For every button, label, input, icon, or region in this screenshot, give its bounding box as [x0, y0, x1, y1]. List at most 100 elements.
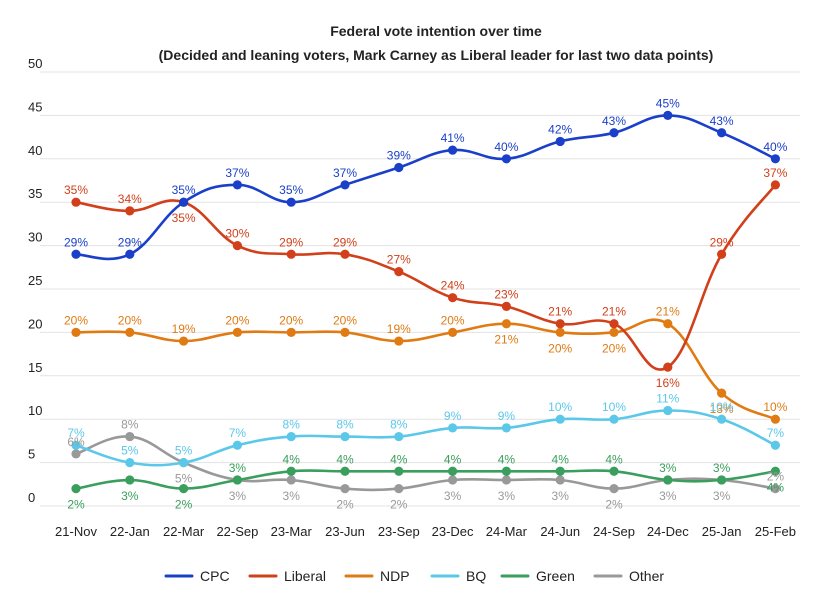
data-point-other — [286, 475, 296, 485]
y-tick-label: 5 — [28, 447, 35, 462]
data-label-cpc: 40% — [763, 140, 787, 154]
data-point-bq — [232, 440, 242, 450]
data-label-green: 4% — [336, 452, 354, 466]
data-point-liberal — [717, 249, 727, 259]
data-point-cpc — [232, 180, 242, 190]
data-point-bq — [340, 431, 350, 442]
x-tick-label: 23-Jun — [325, 524, 365, 539]
data-label-bq: 10% — [710, 400, 734, 414]
data-point-ndp — [394, 336, 404, 346]
x-axis-ticks: 21-Nov 22-Jan 22-Mar 22-Sep 23-Mar 23-Jun 23-S… — [55, 524, 796, 539]
data-label-other: 3% — [552, 489, 570, 503]
data-point-bq — [125, 458, 135, 468]
y-tick-label: 25 — [28, 273, 42, 288]
data-point-bq — [394, 431, 404, 442]
data-point-liberal — [663, 362, 673, 372]
data-point-cpc — [71, 249, 81, 259]
data-label-green: 4% — [767, 480, 785, 494]
y-tick-label: 15 — [28, 360, 42, 375]
data-point-bq — [770, 440, 781, 450]
x-tick-label: 22-Sep — [216, 524, 258, 539]
x-tick-label: 23-Sep — [378, 524, 420, 539]
data-label-liberal: 21% — [548, 305, 572, 319]
data-label-other: 3% — [283, 489, 301, 503]
data-point-ndp — [286, 327, 296, 337]
data-point-green — [501, 466, 511, 476]
data-point-bq — [179, 458, 189, 468]
data-point-bq — [501, 423, 511, 433]
data-point-cpc — [179, 197, 189, 207]
data-point-cpc — [125, 249, 135, 259]
y-axis-ticks: 0 5 10 15 20 25 30 35 40 45 50 — [28, 56, 42, 505]
data-label-bq: 10% — [548, 400, 572, 414]
data-point-liberal — [340, 249, 350, 259]
data-point-green — [770, 466, 781, 476]
data-point-green — [232, 475, 242, 485]
data-label-other: 3% — [498, 489, 516, 503]
data-label-other: 3% — [713, 489, 731, 503]
data-label-ndp: 21% — [494, 333, 518, 347]
data-label-green: 3% — [121, 489, 139, 503]
data-label-ndp: 20% — [225, 313, 249, 327]
data-point-ndp — [663, 319, 673, 329]
data-label-cpc: 45% — [656, 96, 680, 110]
data-label-bq: 5% — [121, 444, 139, 458]
data-label-cpc: 43% — [602, 114, 626, 128]
y-tick-label: 45 — [28, 99, 42, 114]
data-label-green: 4% — [605, 452, 623, 466]
data-label-green: 3% — [659, 461, 677, 475]
data-label-other: 6% — [67, 435, 85, 449]
data-label-liberal: 37% — [763, 166, 787, 180]
data-label-green: 4% — [444, 452, 462, 466]
data-point-green — [179, 484, 189, 494]
data-point-bq — [286, 431, 296, 442]
data-point-green — [609, 466, 619, 476]
data-label-green: 2% — [67, 498, 85, 512]
data-point-ndp — [609, 327, 619, 337]
legend-label: BQ — [466, 568, 486, 584]
data-point-cpc — [448, 145, 458, 155]
data-label-other: 2% — [605, 498, 623, 512]
x-tick-label: 24-Sep — [593, 524, 635, 539]
data-point-other — [125, 431, 135, 442]
data-label-bq: 5% — [175, 444, 193, 458]
data-label-green: 4% — [390, 452, 408, 466]
data-label-bq: 8% — [390, 418, 408, 432]
data-point-cpc — [340, 180, 350, 190]
legend: CPC Liberal NDP BQ Green Other — [164, 568, 664, 584]
data-point-bq — [609, 414, 619, 424]
x-tick-label: 21-Nov — [55, 524, 97, 539]
data-point-ndp — [501, 319, 511, 329]
data-label-liberal: 23% — [494, 287, 518, 301]
data-label-ndp: 20% — [118, 313, 142, 327]
data-label-green: 3% — [713, 461, 731, 475]
data-point-liberal — [609, 319, 619, 329]
data-label-liberal: 35% — [172, 211, 196, 225]
data-point-cpc — [501, 154, 511, 164]
data-point-ndp — [448, 327, 458, 337]
y-tick-label: 40 — [28, 143, 42, 158]
data-point-ndp — [555, 327, 565, 337]
data-label-cpc: 40% — [494, 140, 518, 154]
data-label-other: 2% — [336, 498, 354, 512]
data-label-other: 2% — [767, 470, 785, 484]
data-point-ndp — [71, 327, 81, 337]
data-label-liberal: 29% — [710, 235, 734, 249]
data-point-liberal — [448, 293, 458, 303]
data-label-ndp: 20% — [333, 313, 357, 327]
data-point-liberal — [394, 267, 404, 277]
data-label-ndp: 13% — [710, 402, 734, 416]
data-label-other: 3% — [444, 489, 462, 503]
data-point-liberal — [232, 241, 242, 251]
data-label-cpc: 37% — [333, 166, 357, 180]
data-point-bq — [71, 440, 81, 450]
y-tick-label: 10 — [28, 403, 42, 418]
data-point-cpc — [663, 110, 673, 120]
data-point-ndp — [340, 327, 350, 337]
legend-label: Green — [536, 568, 575, 584]
data-label-liberal: 35% — [64, 183, 88, 197]
data-label-green: 4% — [498, 452, 516, 466]
data-point-green — [394, 466, 404, 476]
data-point-ndp — [125, 327, 135, 337]
